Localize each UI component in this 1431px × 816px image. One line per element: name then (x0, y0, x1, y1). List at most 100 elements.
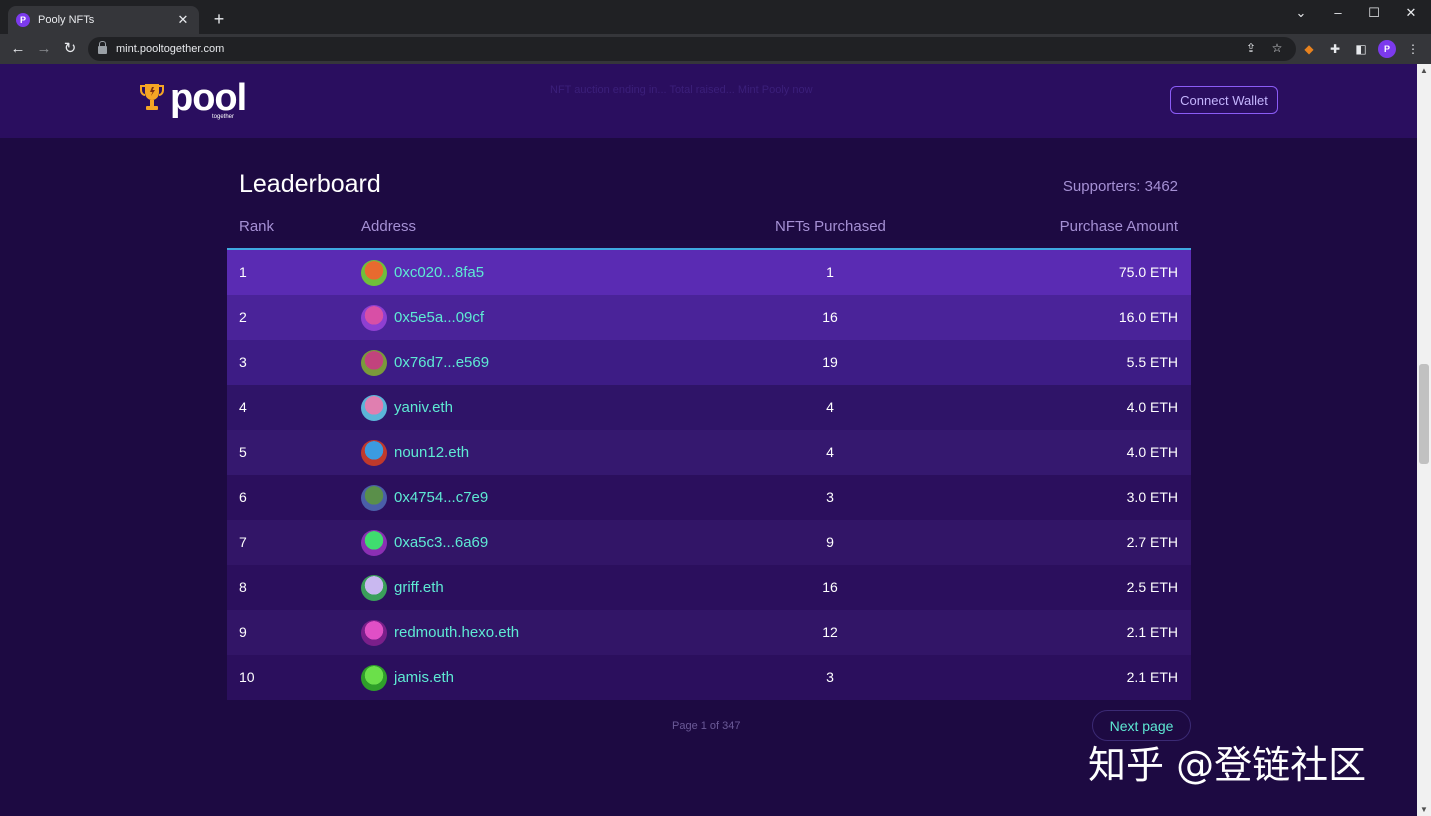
table-row[interactable]: 7 0xa5c3...6a69 9 2.7 ETH (227, 520, 1191, 565)
header-divider (227, 248, 1191, 250)
address-cell[interactable]: 0xa5c3...6a69 (361, 520, 488, 565)
url-text: mint.pooltogether.com (116, 43, 225, 55)
table-row[interactable]: 6 0x4754...c7e9 3 3.0 ETH (227, 475, 1191, 520)
next-page-button[interactable]: Next page (1092, 710, 1191, 741)
extensions-puzzle-icon[interactable]: ✚ (1329, 42, 1341, 56)
address-cell[interactable]: 0x5e5a...09cf (361, 295, 484, 340)
bookmark-star-icon[interactable]: ☆ (1271, 41, 1283, 55)
watermark: 知乎 @登链社区 (1088, 743, 1367, 787)
pooly-favicon-icon: P (16, 13, 30, 27)
page-scrollbar[interactable]: ▲ ▼ (1417, 64, 1431, 816)
table-row[interactable]: 2 0x5e5a...09cf 16 16.0 ETH (227, 295, 1191, 340)
amount-cell: 2.1 ETH (1126, 624, 1178, 640)
address-link[interactable]: 0x76d7...e569 (394, 354, 490, 371)
rank-cell: 2 (239, 309, 247, 325)
more-menu-icon[interactable]: ⋮ (1407, 42, 1419, 56)
close-tab-icon[interactable]: ✕ (177, 12, 189, 27)
table-row[interactable]: 5 noun12.eth 4 4.0 ETH (227, 430, 1191, 475)
avatar (361, 484, 387, 511)
address-link[interactable]: 0x4754...c7e9 (394, 489, 489, 506)
share-icon[interactable]: ⇪ (1245, 41, 1257, 55)
rank-cell: 6 (239, 489, 247, 505)
avatar (361, 529, 387, 556)
avatar (361, 619, 387, 646)
address-link[interactable]: 0x5e5a...09cf (394, 309, 485, 326)
avatar (361, 439, 387, 466)
rank-cell: 8 (239, 579, 247, 595)
rank-cell: 4 (239, 399, 247, 415)
maximize-icon[interactable]: ☐ (1368, 5, 1380, 20)
table-row[interactable]: 4 yaniv.eth 4 4.0 ETH (227, 385, 1191, 430)
supporters-count: Supporters: 3462 (1062, 178, 1178, 195)
amount-cell: 2.1 ETH (1126, 669, 1178, 685)
address-link[interactable]: yaniv.eth (394, 399, 453, 416)
forward-icon[interactable]: → (36, 40, 52, 57)
nfts-cell: 3 (826, 669, 834, 685)
avatar (361, 394, 387, 421)
rank-cell: 10 (239, 669, 255, 685)
side-panel-icon[interactable]: ◧ (1355, 42, 1367, 56)
header-banner-text: NFT auction ending in... Total raised...… (550, 84, 813, 96)
scroll-up-icon[interactable]: ▲ (1420, 66, 1428, 75)
nfts-cell: 12 (822, 624, 838, 640)
address-link[interactable]: jamis.eth (394, 669, 455, 686)
avatar (361, 574, 387, 601)
profile-avatar[interactable]: P (1378, 40, 1396, 58)
page-content: pool together NFT auction ending in... T… (0, 64, 1417, 816)
nfts-cell: 1 (826, 264, 834, 280)
address-cell[interactable]: yaniv.eth (361, 385, 453, 430)
table-row[interactable]: 10 jamis.eth 3 2.1 ETH (227, 655, 1191, 700)
minimize-icon[interactable]: – (1334, 5, 1342, 20)
address-link[interactable]: noun12.eth (394, 444, 470, 461)
avatar (361, 259, 387, 286)
address-cell[interactable]: redmouth.hexo.eth (361, 610, 519, 655)
address-cell[interactable]: jamis.eth (361, 655, 454, 700)
tab-title: Pooly NFTs (38, 14, 95, 26)
address-cell[interactable]: noun12.eth (361, 430, 469, 475)
column-header-nfts: NFTs Purchased (775, 218, 886, 235)
address-cell[interactable]: 0xc020...8fa5 (361, 250, 484, 295)
amount-cell: 16.0 ETH (1118, 309, 1178, 325)
metamask-fox-icon[interactable]: ◆ (1304, 42, 1314, 56)
address-link[interactable]: 0xa5c3...6a69 (394, 534, 489, 551)
column-header-address: Address (361, 218, 417, 235)
pool-logo[interactable]: pool together (140, 79, 247, 120)
table-row[interactable]: 8 griff.eth 16 2.5 ETH (227, 565, 1191, 610)
connect-wallet-button[interactable]: Connect Wallet (1170, 86, 1278, 114)
table-row[interactable]: 3 0x76d7...e569 19 5.5 ETH (227, 340, 1191, 385)
scrollbar-thumb[interactable] (1419, 364, 1429, 464)
rank-cell: 5 (239, 444, 247, 460)
logo-subtitle: together (212, 114, 235, 120)
avatar (361, 664, 387, 691)
back-icon[interactable]: ← (10, 40, 26, 57)
rank-cell: 1 (239, 264, 247, 280)
tab-search-icon[interactable]: ⌄ (1295, 5, 1307, 20)
page-indicator: Page 1 of 347 (672, 720, 741, 732)
rank-cell: 9 (239, 624, 247, 640)
address-cell[interactable]: 0x4754...c7e9 (361, 475, 488, 520)
amount-cell: 3.0 ETH (1126, 489, 1178, 505)
address-link[interactable]: redmouth.hexo.eth (394, 624, 520, 641)
amount-cell: 2.7 ETH (1126, 534, 1178, 550)
nfts-cell: 4 (826, 399, 834, 415)
rank-cell: 7 (239, 534, 247, 550)
nfts-cell: 9 (826, 534, 834, 550)
table-row[interactable]: 1 0xc020...8fa5 1 75.0 ETH (227, 250, 1191, 295)
avatar (361, 349, 387, 376)
avatar (361, 304, 387, 331)
scroll-down-icon[interactable]: ▼ (1420, 805, 1428, 814)
address-link[interactable]: 0xc020...8fa5 (394, 264, 485, 281)
nfts-cell: 3 (826, 489, 834, 505)
reload-icon[interactable]: ↻ (63, 40, 77, 57)
nfts-cell: 16 (822, 309, 838, 325)
browser-toolbar: ← → ↻ mint.pooltogether.com ⇪ ☆ ◆ ✚ ◧ P … (0, 34, 1431, 64)
table-row[interactable]: 9 redmouth.hexo.eth 12 2.1 ETH (227, 610, 1191, 655)
browser-tab[interactable]: P Pooly NFTs ✕ (8, 6, 199, 34)
address-bar[interactable]: mint.pooltogether.com ⇪ ☆ (88, 37, 1296, 61)
new-tab-icon[interactable]: + (213, 9, 225, 29)
address-cell[interactable]: griff.eth (361, 565, 444, 610)
address-cell[interactable]: 0x76d7...e569 (361, 340, 489, 385)
nfts-cell: 4 (826, 444, 834, 460)
address-link[interactable]: griff.eth (394, 579, 444, 596)
close-window-icon[interactable]: ✕ (1405, 5, 1417, 20)
